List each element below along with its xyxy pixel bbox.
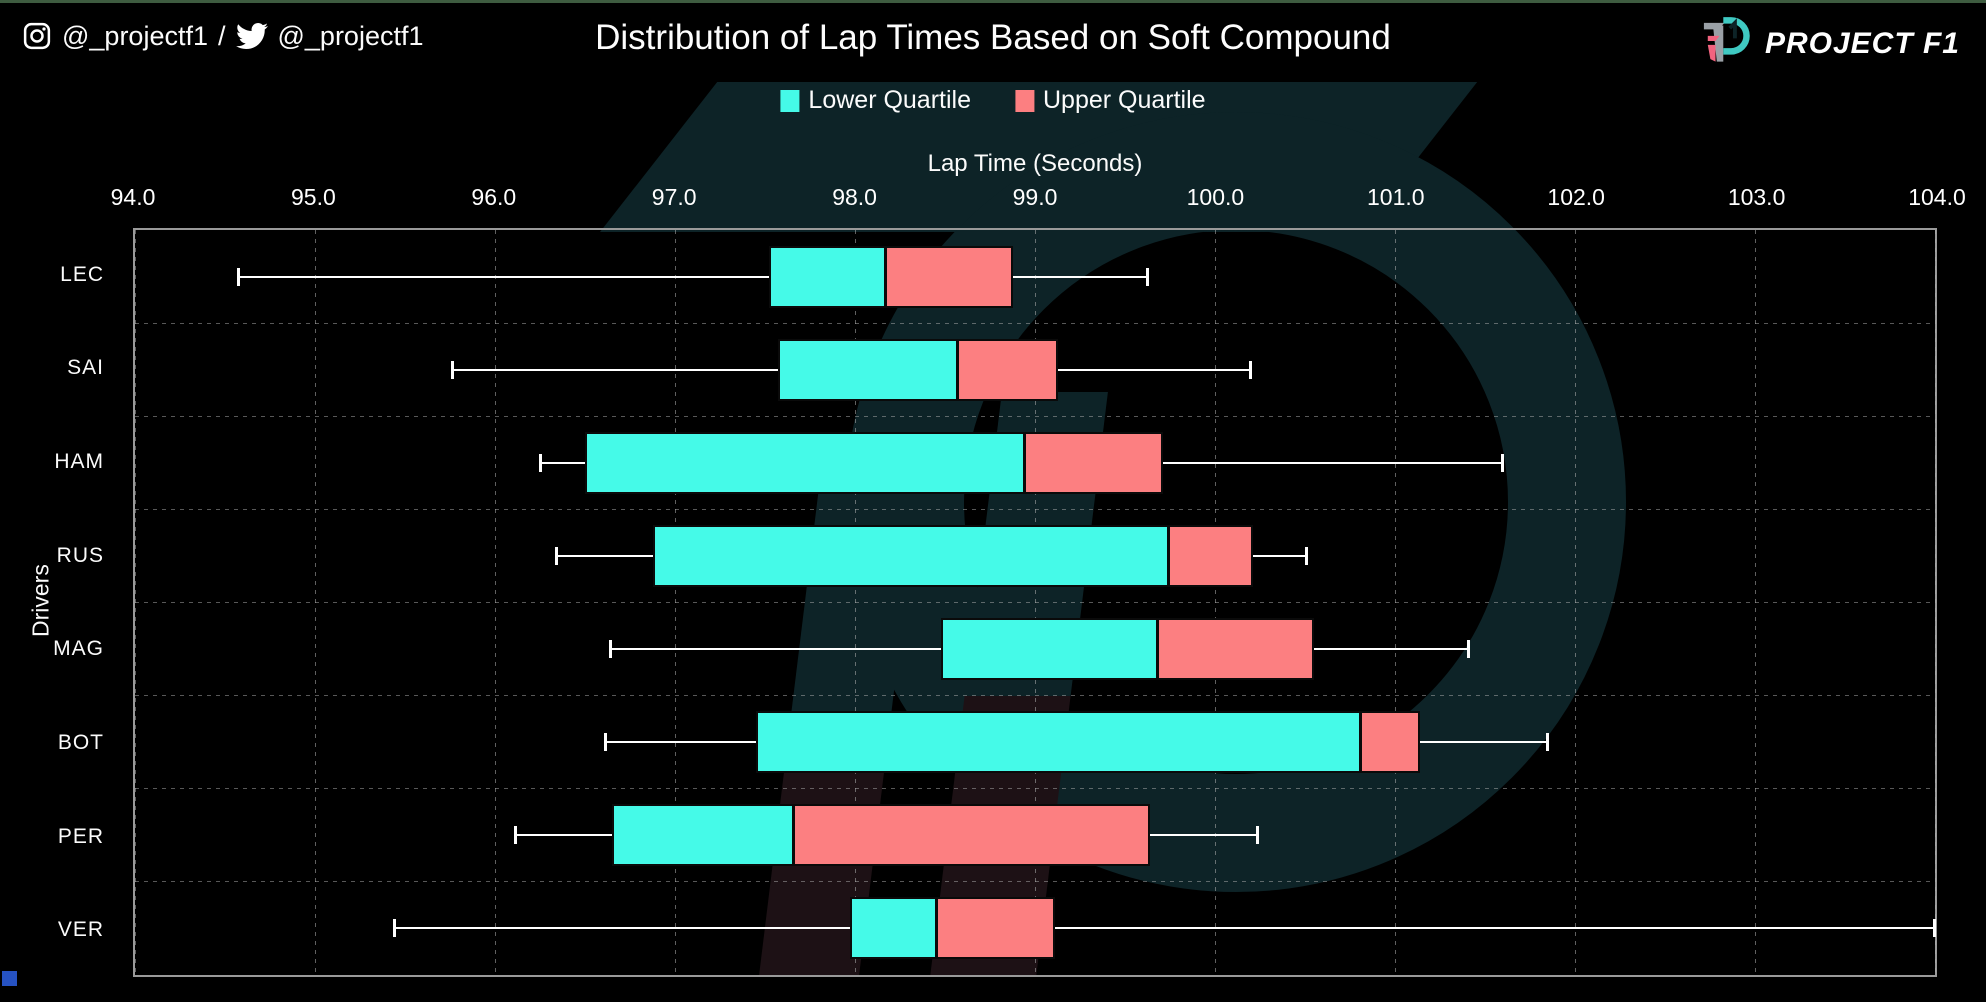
box-lower-quartile-sai (777, 338, 958, 401)
horizontal-gridline (135, 508, 1935, 510)
whisker-cap-max-rus (1304, 546, 1308, 565)
horizontal-gridline (135, 788, 1935, 790)
whisker-ver (394, 927, 1935, 930)
whisker-cap-min-mag (609, 640, 613, 659)
y-axis-labels: LEC SAI HAM RUS MAG BOT PER VER (0, 228, 120, 977)
whisker-cap-min-sai (450, 360, 454, 379)
box-upper-quartile-rus (1168, 524, 1253, 587)
box-upper-quartile-ham (1024, 431, 1163, 494)
median-line-rus (1166, 524, 1170, 587)
x-tick-label: 98.0 (832, 184, 877, 210)
whisker-cap-min-lec (236, 267, 240, 286)
box-lower-quartile-ham (585, 431, 1025, 494)
whisker-cap-min-ham (539, 453, 542, 472)
driver-label-ham: HAM (54, 450, 104, 474)
box-upper-quartile-mag (1157, 618, 1314, 681)
whisker-lec (237, 275, 1149, 278)
whisker-cap-min-bot (603, 733, 607, 752)
projectf1-logo-icon (1691, 10, 1753, 77)
x-tick-label: 96.0 (471, 184, 517, 210)
legend-label-upper: Upper Quartile (1043, 86, 1206, 114)
plot-area (133, 228, 1937, 977)
horizontal-gridline (135, 695, 1935, 697)
x-tick-label: 99.0 (1012, 184, 1058, 210)
x-tick-label: 94.0 (110, 184, 156, 210)
vertical-gridline (1934, 230, 1936, 975)
chart-legend: Lower Quartile Upper Quartile (780, 86, 1206, 115)
whisker-cap-min-per (513, 826, 517, 845)
instagram-handle: @_projectf1 (62, 20, 208, 51)
box-upper-quartile-bot (1360, 711, 1421, 774)
top-accent-bar (0, 0, 1986, 3)
median-line-ham (1022, 431, 1026, 494)
horizontal-gridline (135, 881, 1935, 883)
median-line-lec (884, 245, 888, 308)
box-upper-quartile-lec (885, 245, 1014, 308)
brand-logo[interactable]: PROJECT F1 (1691, 10, 1960, 77)
whisker-cap-min-ver (393, 919, 397, 938)
twitter-icon (235, 20, 268, 52)
median-line-mag (1155, 618, 1159, 681)
median-line-bot (1359, 711, 1363, 774)
x-tick-label: 97.0 (651, 184, 697, 210)
horizontal-gridline (135, 322, 1935, 324)
box-upper-quartile-per (793, 804, 1151, 867)
instagram-icon (22, 21, 52, 51)
handle-separator: / (217, 20, 226, 51)
legend-label-lower: Lower Quartile (808, 86, 971, 114)
horizontal-gridline (135, 415, 1935, 417)
x-tick-label: 95.0 (291, 184, 336, 210)
twitter-handle: @_projectf1 (277, 20, 424, 51)
whisker-cap-max-ver (1933, 919, 1936, 938)
legend-item-lower-quartile: Lower Quartile (780, 86, 971, 115)
x-tick-label: 101.0 (1367, 184, 1425, 210)
box-upper-quartile-ver (936, 897, 1055, 960)
box-lower-quartile-lec (768, 245, 886, 308)
box-lower-quartile-rus (653, 524, 1169, 587)
x-tick-label: 103.0 (1727, 184, 1786, 210)
whisker-cap-max-per (1256, 826, 1260, 845)
box-lower-quartile-ver (849, 897, 936, 960)
median-line-ver (934, 897, 938, 960)
whisker-cap-min-rus (555, 546, 559, 565)
x-tick-label: 104.0 (1908, 184, 1966, 210)
whisker-cap-max-lec (1146, 267, 1150, 286)
x-axis-title: Lap Time (Seconds) (927, 150, 1143, 177)
driver-label-bot: BOT (57, 730, 104, 754)
legend-item-upper-quartile: Upper Quartile (1015, 86, 1206, 115)
median-line-sai (956, 338, 960, 401)
driver-label-lec: LEC (60, 262, 104, 286)
whisker-cap-max-sai (1249, 360, 1252, 379)
driver-label-mag: MAG (53, 637, 104, 661)
driver-label-ver: VER (57, 918, 104, 942)
x-tick-label: 102.0 (1547, 184, 1605, 210)
social-handles[interactable]: @_projectf1 / @_projectf1 (22, 20, 423, 52)
driver-label-sai: SAI (67, 356, 104, 380)
brand-logo-text: PROJECT F1 (1764, 26, 1960, 60)
legend-swatch-upper (1015, 89, 1034, 112)
horizontal-gridline (135, 602, 1935, 603)
box-lower-quartile-bot (756, 711, 1361, 774)
box-upper-quartile-sai (957, 338, 1059, 401)
driver-label-per: PER (57, 824, 104, 848)
driver-label-rus: RUS (56, 543, 104, 567)
box-lower-quartile-per (612, 804, 794, 867)
whisker-cap-max-mag (1466, 640, 1470, 659)
box-lower-quartile-mag (941, 618, 1158, 681)
x-axis-ticks: 94.0 95.0 96.0 97.0 98.0 99.0 100.0 101.0 102.0 1… (111, 184, 1966, 214)
median-line-per (792, 804, 796, 867)
legend-swatch-lower (780, 89, 800, 112)
whisker-cap-max-bot (1546, 733, 1549, 752)
whisker-cap-max-ham (1501, 453, 1504, 472)
page-title: Distribution of Lap Times Based on Soft … (595, 18, 1391, 57)
x-tick-label: 100.0 (1186, 184, 1245, 210)
corner-mark (2, 971, 17, 986)
